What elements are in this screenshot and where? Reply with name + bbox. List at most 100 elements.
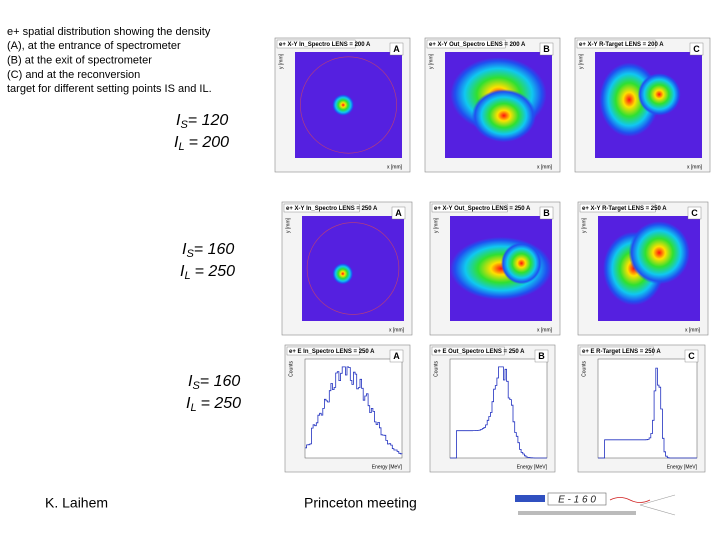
histogram-area — [597, 358, 698, 459]
logo: E - 1 6 0 — [515, 492, 676, 516]
panel-title: e+ X-Y R-Target LENS = 250 A — [582, 206, 667, 212]
panel-title: e+ X-Y In_Spectro LENS = 250 A — [286, 206, 378, 212]
subscript: L — [184, 270, 190, 282]
current: I — [182, 241, 187, 258]
panel: e+ X-Y In_Spectro LENS = 200 A Ax [mm] y [… — [274, 37, 411, 173]
intro-text: e+ spatial distribution showing the dens… — [7, 26, 212, 95]
x-axis-label: x [mm] — [537, 164, 553, 170]
subscript: S — [192, 380, 200, 392]
logo-badge — [515, 495, 545, 502]
density-blob — [332, 94, 354, 116]
panel-title: e+ E Out_Spectro LENS = 250 A — [434, 349, 525, 355]
intro-line: (B) at the exit of spectrometer — [7, 55, 152, 67]
x-axis-label: x [mm] — [685, 327, 701, 333]
panels: e+ X-Y In_Spectro LENS = 200 A Ax [mm] y [… — [274, 37, 711, 473]
panel-letter: B — [543, 44, 550, 54]
heatmap-area — [302, 216, 404, 321]
subscript: L — [190, 402, 196, 414]
setting-line: IS= 120 — [176, 112, 228, 131]
panel-title: e+ X-Y Out_Spectro LENS = 250 A — [434, 206, 531, 212]
setting-line: IL = 250 — [186, 395, 241, 414]
subscript: L — [178, 141, 184, 153]
subscript: S — [186, 248, 194, 260]
value: = 160 — [200, 373, 241, 390]
title-box — [579, 346, 654, 356]
letter-box — [684, 349, 699, 363]
density-blob — [471, 89, 536, 143]
panel-letter: C — [693, 44, 700, 54]
intro-line: (A), at the entrance of spectrometer — [7, 40, 181, 52]
panel: e+ X-Y Out_Spectro LENS = 200 A Bx [mm] y … — [424, 37, 561, 173]
y-axis-label: y [mm] — [578, 53, 584, 69]
intro-line: (C) and at the reconversion — [7, 69, 140, 81]
letter-box — [389, 42, 404, 56]
current: I — [174, 134, 179, 151]
current: I — [188, 373, 193, 390]
setting-line: IL = 250 — [180, 263, 235, 282]
y-axis-label: y [mm] — [285, 217, 291, 233]
panel: e+ E Out_Spectro LENS = 250 A B Energy [Me… — [429, 344, 556, 473]
setting-line: IL = 200 — [174, 134, 229, 153]
letter-box — [539, 206, 554, 220]
logo-caption — [518, 511, 636, 515]
histogram-line — [598, 367, 697, 459]
letter-box — [389, 349, 404, 363]
x-axis-label: Energy [MeV] — [517, 464, 548, 470]
panel: e+ E R-Target LENS = 250 A C Energy [MeV] C… — [577, 344, 706, 473]
setting-line: IS= 160 — [188, 373, 240, 392]
panel-letter: B — [543, 208, 550, 218]
panel-title: e+ X-Y Out_Spectro LENS = 200 A — [429, 42, 526, 48]
x-axis-label: x [mm] — [537, 327, 553, 333]
histogram-line — [305, 366, 403, 455]
panel: e+ X-Y Out_Spectro LENS = 250 A Bx [mm] y … — [429, 201, 561, 336]
x-axis-label: Energy [MeV] — [667, 464, 698, 470]
panel-letter: A — [393, 44, 400, 54]
y-axis-label: y [mm] — [581, 217, 587, 233]
x-axis-label: x [mm] — [687, 164, 703, 170]
value: = 120 — [188, 112, 229, 129]
y-axis-label: y [mm] — [433, 217, 439, 233]
meeting: Princeton meeting — [304, 495, 417, 511]
title-box — [283, 203, 360, 213]
value: = 250 — [201, 395, 242, 412]
title-box — [431, 346, 505, 356]
current: I — [186, 395, 191, 412]
x-axis-label: x [mm] — [389, 327, 405, 333]
density-blob — [332, 263, 353, 285]
panel: e+ X-Y R-Target LENS = 200 A Cx [mm] y [mm… — [574, 37, 711, 173]
intro-line: target for different setting points IS a… — [7, 83, 212, 95]
panel-letter: A — [395, 208, 402, 218]
title-box — [431, 203, 508, 213]
panel-title: e+ X-Y In_Spectro LENS = 200 A — [279, 42, 371, 48]
panel: e+ E In_Spectro LENS = 250 A A Energy [MeV… — [284, 344, 411, 473]
value: = 200 — [189, 134, 230, 151]
intro-line: e+ spatial distribution showing the dens… — [7, 26, 211, 38]
density-blob — [628, 221, 690, 285]
logo-text: E - 1 6 0 — [558, 495, 596, 506]
aperture — [306, 222, 400, 315]
y-axis-label: Counts — [581, 361, 587, 377]
panel-letter: C — [688, 351, 695, 361]
density-blob — [637, 73, 681, 116]
letter-box — [534, 349, 549, 363]
panel-letter: B — [538, 351, 545, 361]
panel-title: e+ E R-Target LENS = 250 A — [582, 349, 661, 355]
title-box — [426, 39, 506, 49]
y-axis-label: Counts — [433, 361, 439, 377]
panel-letter: C — [691, 208, 698, 218]
aperture — [300, 56, 397, 154]
title-box — [576, 39, 656, 49]
title-box — [286, 346, 360, 356]
panel-title: e+ X-Y R-Target LENS = 200 A — [579, 42, 664, 48]
value: = 250 — [195, 263, 236, 280]
current: I — [180, 263, 185, 280]
letter-box — [689, 42, 704, 56]
subscript: S — [180, 119, 188, 131]
x-axis-label: x [mm] — [387, 164, 403, 170]
letter-box — [687, 206, 702, 220]
panel: e+ X-Y In_Spectro LENS = 250 A Ax [mm] y [… — [281, 201, 413, 336]
setting-line: IS= 160 — [182, 241, 234, 260]
letter-box — [391, 206, 406, 220]
title-box — [579, 203, 656, 213]
